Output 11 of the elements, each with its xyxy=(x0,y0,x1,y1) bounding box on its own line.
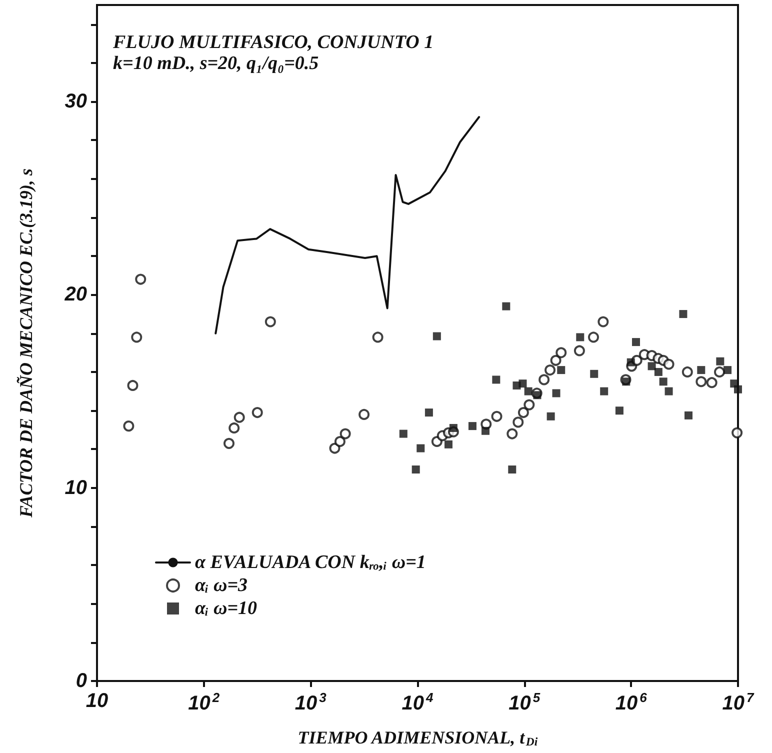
text: k=10 mD., s=20, q₁/q₀=0.5 xyxy=(113,53,320,74)
legend-label: αᵢ ω=10 xyxy=(195,598,258,619)
y-tick-label: 10 xyxy=(64,476,87,499)
y-tick-label: 0 xyxy=(76,670,87,692)
text: FLUJO MULTIFASICO, CONJUNTO 1 xyxy=(112,32,434,53)
y-axis-title: FACTOR DE DAÑO MECANICO EC.(3.19), s xyxy=(16,168,36,519)
x-tick-label: 10 xyxy=(86,690,108,712)
legend-label: α EVALUADA CON kᵣₒ,ᵢ ω=1 xyxy=(195,552,426,573)
legend-label: αᵢ ω=3 xyxy=(195,575,248,596)
y-tick-label: 20 xyxy=(64,284,87,306)
y-tick-label: 30 xyxy=(64,90,87,113)
